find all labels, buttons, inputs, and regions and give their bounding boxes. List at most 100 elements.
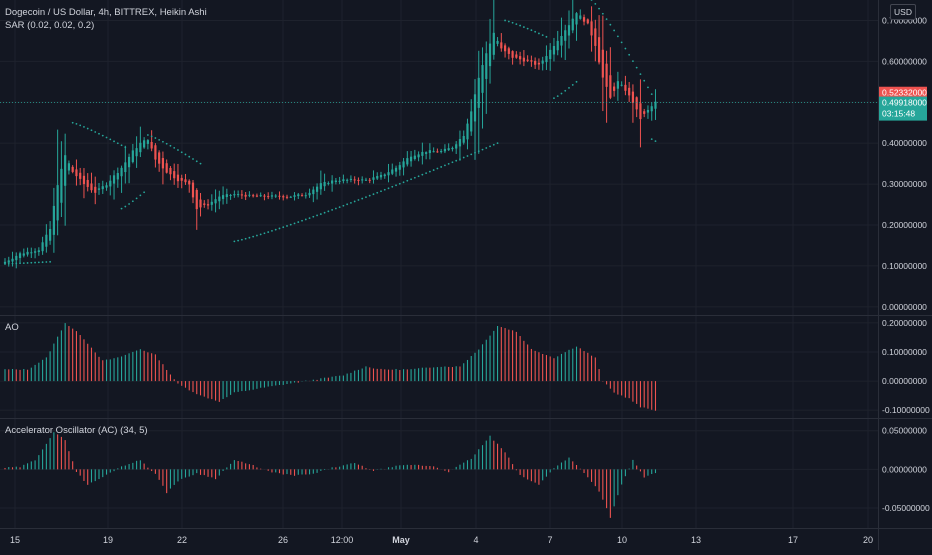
candle-body[interactable]: [7, 260, 10, 263]
candle-body[interactable]: [188, 180, 191, 185]
candle-body[interactable]: [94, 186, 97, 193]
candle[interactable]: [349, 175, 353, 183]
candle[interactable]: [473, 79, 477, 160]
candle[interactable]: [372, 170, 375, 184]
candle[interactable]: [184, 173, 187, 185]
candle-body[interactable]: [270, 195, 274, 197]
candle-body[interactable]: [609, 75, 612, 98]
candle[interactable]: [541, 56, 544, 71]
candle-body[interactable]: [447, 148, 450, 151]
candle-body[interactable]: [161, 158, 165, 169]
candle-body[interactable]: [338, 180, 341, 182]
candle-body[interactable]: [26, 251, 29, 255]
candle-body[interactable]: [221, 195, 225, 199]
candle[interactable]: [173, 163, 176, 185]
candle[interactable]: [560, 17, 563, 58]
candle-body[interactable]: [127, 156, 131, 168]
candle[interactable]: [82, 168, 86, 199]
candle-body[interactable]: [308, 192, 311, 196]
candle[interactable]: [285, 194, 289, 200]
candle[interactable]: [357, 177, 360, 186]
candle-body[interactable]: [455, 144, 458, 149]
candle[interactable]: [259, 192, 262, 197]
candle[interactable]: [237, 190, 240, 198]
candle[interactable]: [507, 46, 510, 60]
candle-body[interactable]: [285, 196, 289, 198]
candle[interactable]: [534, 57, 537, 69]
candle[interactable]: [203, 200, 206, 208]
candle[interactable]: [71, 165, 74, 174]
candle-body[interactable]: [605, 63, 608, 87]
candle-body[interactable]: [165, 163, 168, 173]
candle-body[interactable]: [244, 194, 247, 197]
candle-body[interactable]: [135, 148, 138, 157]
candle[interactable]: [549, 43, 552, 71]
candle-body[interactable]: [616, 81, 619, 89]
candle[interactable]: [41, 236, 44, 255]
candle-body[interactable]: [252, 195, 255, 197]
candle-body[interactable]: [413, 155, 416, 159]
candle[interactable]: [195, 188, 198, 230]
candle-body[interactable]: [150, 142, 153, 149]
candle[interactable]: [526, 55, 529, 63]
candle[interactable]: [199, 193, 202, 217]
candle[interactable]: [150, 130, 153, 152]
ac-pane[interactable]: [4, 432, 657, 518]
candle[interactable]: [586, 18, 589, 25]
candle[interactable]: [267, 192, 270, 200]
candle-body[interactable]: [549, 49, 552, 60]
candle[interactable]: [383, 173, 386, 179]
candle-body[interactable]: [361, 179, 364, 181]
candle[interactable]: [221, 186, 225, 205]
candle-body[interactable]: [451, 147, 454, 150]
candle-body[interactable]: [60, 168, 63, 203]
candle-body[interactable]: [267, 196, 270, 198]
candle-body[interactable]: [82, 175, 86, 185]
candle-body[interactable]: [406, 158, 409, 165]
candle-body[interactable]: [312, 189, 315, 195]
candle[interactable]: [597, 15, 601, 65]
candle-body[interactable]: [116, 173, 119, 180]
candle[interactable]: [628, 81, 631, 102]
candle[interactable]: [616, 71, 619, 101]
candle[interactable]: [86, 173, 89, 192]
candle[interactable]: [496, 37, 499, 47]
candle-body[interactable]: [394, 167, 398, 172]
candle[interactable]: [56, 129, 59, 236]
candle-body[interactable]: [488, 43, 492, 67]
candle-body[interactable]: [590, 21, 593, 36]
candle[interactable]: [154, 143, 157, 168]
candle[interactable]: [327, 181, 330, 186]
candle-body[interactable]: [225, 194, 228, 198]
candle-body[interactable]: [289, 196, 292, 198]
candle-body[interactable]: [263, 195, 266, 197]
candle-body[interactable]: [327, 183, 330, 185]
candle-body[interactable]: [650, 106, 653, 112]
candle-body[interactable]: [631, 91, 635, 103]
candle[interactable]: [451, 146, 454, 152]
candle-body[interactable]: [545, 56, 548, 63]
candle[interactable]: [300, 193, 304, 197]
candle-body[interactable]: [500, 42, 503, 49]
candle-body[interactable]: [30, 252, 33, 254]
candle[interactable]: [45, 224, 48, 253]
candle-body[interactable]: [485, 53, 488, 79]
candle-body[interactable]: [541, 60, 544, 64]
candle-body[interactable]: [582, 17, 586, 22]
candle-body[interactable]: [462, 136, 465, 143]
candle-body[interactable]: [191, 182, 195, 198]
candle-body[interactable]: [278, 195, 281, 197]
candle[interactable]: [470, 99, 473, 136]
candle-body[interactable]: [526, 59, 529, 61]
candle[interactable]: [620, 81, 623, 87]
candle[interactable]: [413, 149, 416, 161]
candle-body[interactable]: [511, 51, 514, 58]
candle-body[interactable]: [218, 196, 221, 202]
candle-body[interactable]: [372, 177, 375, 180]
candle-body[interactable]: [323, 181, 326, 187]
candle-body[interactable]: [432, 151, 435, 153]
candle[interactable]: [387, 163, 390, 183]
candle[interactable]: [229, 193, 232, 200]
candle-body[interactable]: [15, 255, 18, 261]
candle[interactable]: [293, 192, 296, 201]
